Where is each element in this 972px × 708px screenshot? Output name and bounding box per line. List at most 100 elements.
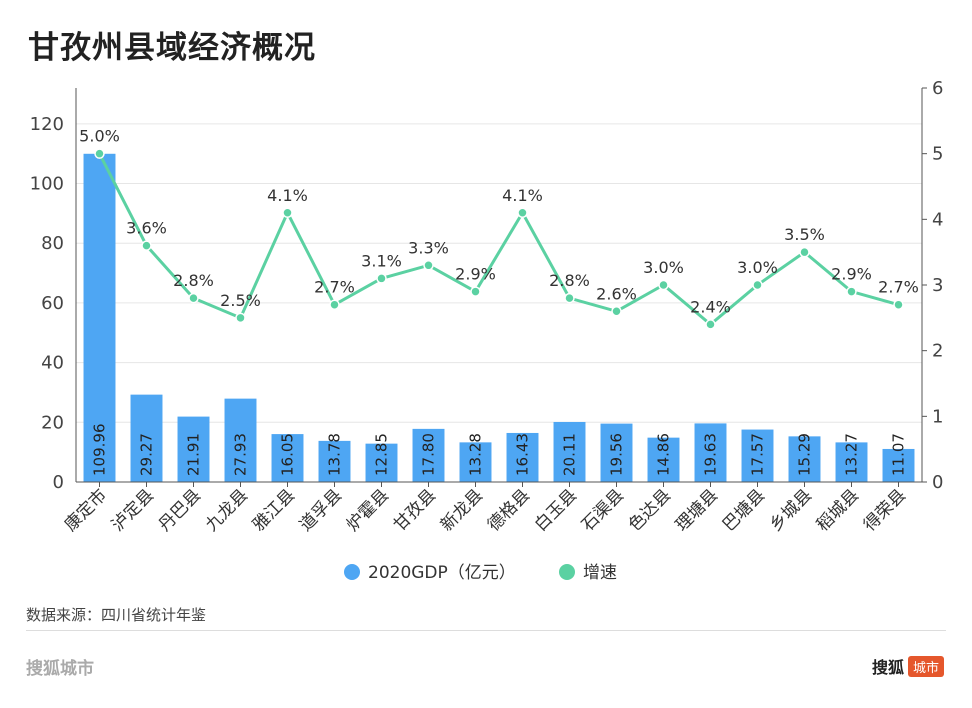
- x-tick-label: 新龙县: [437, 485, 487, 535]
- legend-label: 增速: [583, 563, 617, 583]
- growth-value-label: 2.8%: [173, 271, 214, 290]
- x-tick-label: 德格县: [484, 485, 534, 535]
- bar: [741, 429, 774, 482]
- growth-value-label: 3.1%: [361, 251, 402, 270]
- growth-point: [705, 319, 716, 330]
- x-tick-label: 甘孜县: [390, 485, 440, 535]
- x-tick-label: 康定市: [61, 485, 111, 535]
- bar: [600, 423, 633, 482]
- growth-point: [611, 306, 622, 317]
- y-right-tick-label: 0: [932, 472, 943, 493]
- growth-point: [564, 292, 575, 304]
- growth-point: [658, 279, 669, 291]
- growth-point: [141, 240, 152, 251]
- growth-value-label: 3.0%: [737, 258, 778, 277]
- growth-value-label: 3.5%: [784, 225, 825, 244]
- growth-value-label: 2.7%: [878, 278, 919, 297]
- growth-point: [799, 246, 810, 258]
- x-tick-label: 理塘县: [672, 485, 722, 535]
- bar: [83, 153, 116, 482]
- bar: [788, 436, 821, 482]
- x-tick-label: 道孚县: [296, 485, 346, 535]
- growth-value-label: 3.3%: [408, 238, 449, 257]
- x-tick-label: 雅江县: [249, 485, 299, 535]
- growth-value-label: 2.4%: [690, 297, 731, 316]
- bar-value-label: 21.91: [185, 433, 203, 476]
- growth-value-label: 3.6%: [126, 219, 167, 238]
- growth-point: [517, 207, 528, 219]
- growth-value-label: 2.5%: [220, 291, 261, 310]
- legend-label: 2020GDP（亿元）: [368, 563, 516, 583]
- x-tick-label: 石渠县: [578, 485, 628, 535]
- data-source: 数据来源：四川省统计年鉴: [26, 606, 207, 624]
- growth-value-label: 2.9%: [455, 265, 496, 284]
- bar-value-label: 15.29: [796, 433, 814, 476]
- y-left-tick-label: 0: [53, 472, 64, 493]
- chart-title: 甘孜州县域经济概况: [28, 30, 316, 66]
- bar-value-label: 16.43: [514, 433, 532, 476]
- growth-value-label: 2.6%: [596, 284, 637, 303]
- bar-value-label: 13.78: [326, 433, 344, 476]
- chart: 0 20 40 60 80 100 120 0 1 2 3 4 5 6 109.96 29.27 21.91 27…: [30, 78, 944, 583]
- growth-point: [893, 299, 904, 310]
- bar-value-label: 17.80: [420, 433, 438, 476]
- bar-value-label: 27.93: [232, 433, 250, 476]
- bar: [553, 421, 586, 482]
- brand-watermark: 搜狐城市: [26, 659, 94, 679]
- y-left-tick-label: 120: [30, 114, 64, 135]
- brand-logo: 搜狐 城市: [872, 654, 944, 678]
- growth-point: [846, 286, 857, 297]
- bar-value-label: 13.27: [843, 433, 861, 476]
- y-right-tick-label: 4: [932, 209, 943, 230]
- bar-value-label: 19.63: [702, 433, 720, 476]
- growth-value-label: 2.7%: [314, 278, 355, 297]
- x-tick-label: 得荣县: [860, 485, 910, 535]
- brand-logo-badge: 城市: [907, 655, 944, 677]
- x-tick-label: 白玉县: [531, 485, 581, 535]
- bar-value-label: 109.96: [91, 424, 109, 477]
- x-tick-label: 色达县: [625, 485, 675, 535]
- growth-point: [423, 260, 434, 271]
- growth-point: [329, 299, 340, 310]
- growth-value-label: 3.0%: [643, 258, 684, 277]
- growth-point: [376, 273, 387, 284]
- x-tick-label: 泸定县: [108, 485, 158, 535]
- bar: [271, 434, 304, 482]
- growth-value-label: 2.8%: [549, 271, 590, 290]
- bar-value-label: 14.86: [655, 433, 673, 476]
- legend-marker: [559, 564, 575, 580]
- growth-value-label: 4.1%: [502, 186, 543, 205]
- x-tick-label: 稻城县: [813, 485, 863, 535]
- y-right-tick-label: 3: [932, 275, 943, 296]
- bar: [459, 442, 492, 482]
- x-tick-label: 九龙县: [202, 485, 252, 535]
- bar: [130, 394, 163, 482]
- bar-value-label: 20.11: [561, 433, 579, 476]
- bar-value-label: 11.07: [890, 433, 908, 476]
- bar-value-label: 13.28: [467, 433, 485, 476]
- brand-logo-text: 搜狐: [871, 658, 904, 677]
- growth-point: [470, 286, 481, 297]
- x-tick-label: 丹巴县: [155, 485, 205, 535]
- y-right-tick-label: 5: [932, 144, 943, 165]
- growth-point: [235, 312, 246, 324]
- bar-value-label: 12.85: [373, 433, 391, 476]
- bar: [177, 416, 210, 482]
- x-tick-label: 炉霍县: [343, 485, 393, 535]
- legend-marker: [344, 564, 360, 580]
- y-left-tick-label: 100: [30, 174, 64, 195]
- bar: [224, 398, 257, 482]
- y-right-tick-label: 2: [932, 341, 943, 362]
- bar-value-label: 17.57: [749, 433, 767, 476]
- divider: [26, 630, 946, 631]
- bar: [882, 448, 915, 482]
- growth-point: [94, 148, 105, 159]
- growth-value-label: 5.0%: [79, 127, 120, 146]
- y-left-tick-label: 40: [41, 353, 64, 374]
- y-left-tick-label: 80: [41, 233, 64, 254]
- growth-value-label: 2.9%: [831, 265, 872, 284]
- bar-value-label: 29.27: [138, 433, 156, 476]
- bar-value-label: 16.05: [279, 433, 297, 476]
- bar: [412, 428, 445, 482]
- y-left-tick-label: 20: [41, 412, 64, 433]
